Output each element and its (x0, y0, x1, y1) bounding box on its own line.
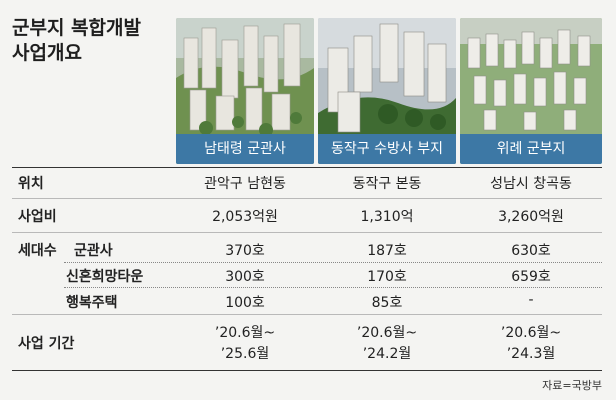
table-cell: - (528, 292, 534, 308)
table-cell: ’24.3월 (506, 346, 556, 362)
row-divider (12, 232, 602, 233)
table-cell: ’24.2월 (362, 346, 412, 362)
row-label-households: 세대수 (18, 243, 57, 259)
row-label-budget: 사업비 (18, 209, 57, 225)
site-photo-wirye: 위례 군부지 (460, 18, 602, 164)
table-cell: 성남시 창곡동 (490, 176, 572, 192)
title-line-2: 사업개요 (12, 42, 82, 64)
site-caption-wirye: 위례 군부지 (460, 134, 602, 164)
row-divider (12, 314, 602, 315)
table-cell: ’20.6월~ (500, 325, 562, 341)
title-line-1: 군부지 복합개발 (12, 17, 141, 39)
table-cell: 370호 (225, 243, 265, 259)
table-cell: 300호 (225, 269, 265, 285)
apartment-rendering-1 (176, 18, 314, 164)
site-caption-dongjak: 동작구 수방사 부지 (318, 134, 456, 164)
source-note: 자료=국방부 (542, 379, 602, 392)
table-cell: 1,310억 (360, 209, 414, 225)
table-cell: 관악구 남현동 (204, 176, 286, 192)
table-bottom-rule (12, 370, 602, 371)
sub-label-happy-housing: 행복주택 (66, 295, 118, 311)
table-cell: ’25.6월 (220, 346, 270, 362)
table-cell: 170호 (367, 269, 407, 285)
page-title: 군부지 복합개발 사업개요 (12, 16, 172, 66)
table-cell: 3,260억원 (498, 209, 564, 225)
table-cell: 2,053억원 (212, 209, 278, 225)
table-cell: 630호 (511, 243, 551, 259)
table-cell: 187호 (367, 243, 407, 259)
sub-row-divider (64, 287, 602, 288)
site-photo-namtaeryeong: 남태령 군관사 (176, 18, 314, 164)
sub-row-divider (64, 262, 602, 263)
table-cell: 659호 (511, 269, 551, 285)
table-cell: 동작구 본동 (352, 176, 422, 192)
table-cell: ’20.6월~ (214, 325, 276, 341)
row-label-location: 위치 (18, 176, 44, 192)
row-divider (12, 198, 602, 199)
table-cell: 85호 (371, 295, 403, 311)
table-cell: 100호 (225, 295, 265, 311)
site-photo-dongjak: 동작구 수방사 부지 (318, 18, 456, 164)
sub-label-military-housing: 군관사 (74, 243, 113, 259)
sub-label-newlywed-town: 신혼희망타운 (66, 269, 144, 285)
site-caption-namtaeryeong: 남태령 군관사 (176, 134, 314, 164)
table-top-rule (12, 167, 602, 168)
table-cell: ’20.6월~ (356, 325, 418, 341)
row-label-period: 사업 기간 (18, 336, 75, 352)
